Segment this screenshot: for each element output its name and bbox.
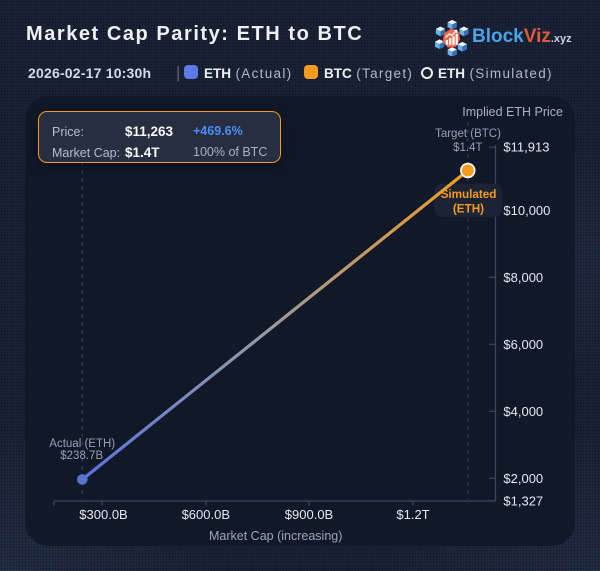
svg-text:Implied ETH Price: Implied ETH Price bbox=[462, 105, 563, 119]
svg-text:Actual (ETH): Actual (ETH) bbox=[49, 438, 115, 450]
svg-text:$600.0B: $600.0B bbox=[182, 507, 230, 522]
svg-text:$6,000: $6,000 bbox=[503, 337, 543, 352]
svg-text:$300.0B: $300.0B bbox=[79, 507, 127, 522]
svg-text:$1.4T: $1.4T bbox=[453, 142, 482, 154]
svg-text:Simulated: Simulated bbox=[441, 188, 497, 201]
svg-text:$11,913: $11,913 bbox=[503, 140, 549, 155]
svg-text:$1.2T: $1.2T bbox=[396, 507, 429, 522]
svg-text:$4,000: $4,000 bbox=[503, 404, 543, 419]
svg-text:$2,000: $2,000 bbox=[503, 471, 543, 486]
svg-text:Target (BTC): Target (BTC) bbox=[435, 128, 501, 140]
svg-text:$900.0B: $900.0B bbox=[285, 507, 333, 522]
svg-text:$10,000: $10,000 bbox=[503, 203, 550, 218]
svg-text:Market Cap (increasing): Market Cap (increasing) bbox=[209, 529, 342, 543]
svg-text:(ETH): (ETH) bbox=[453, 202, 484, 215]
svg-text:$8,000: $8,000 bbox=[503, 270, 543, 285]
svg-text:$238.7B: $238.7B bbox=[60, 450, 103, 462]
svg-text:$1,327: $1,327 bbox=[503, 493, 543, 508]
